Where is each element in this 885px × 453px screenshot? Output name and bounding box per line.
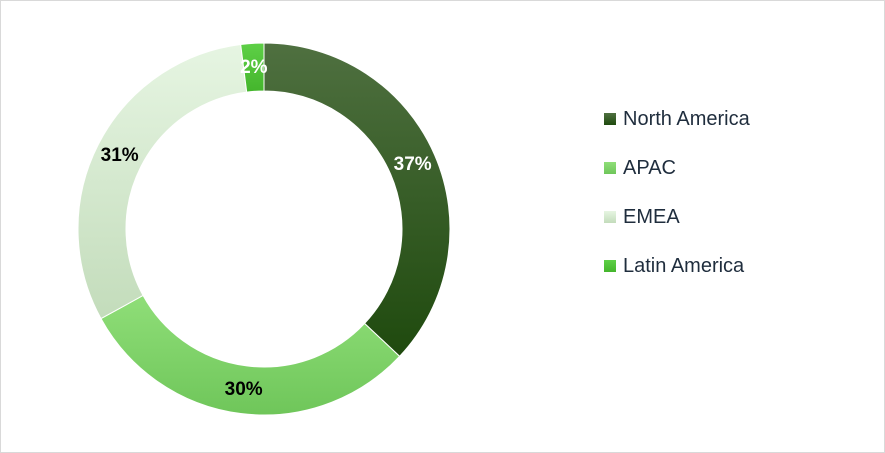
- donut-slice-latin-america: [240, 42, 265, 93]
- legend-swatch-apac: [604, 162, 616, 174]
- legend-swatch-north-america: [604, 113, 616, 125]
- legend-item-emea: EMEA: [604, 204, 750, 230]
- legend-swatch-latin-america: [604, 260, 616, 272]
- legend-label-north-america: North America: [623, 107, 750, 130]
- legend-swatch-emea: [604, 211, 616, 223]
- data-label-north-america: 37%: [394, 154, 432, 175]
- legend-label-emea: EMEA: [623, 205, 680, 228]
- legend-item-latin-america: Latin America: [604, 253, 750, 279]
- donut-slice-emea: [77, 43, 248, 320]
- data-label-apac: 30%: [225, 379, 263, 400]
- data-label-emea: 31%: [101, 145, 139, 166]
- data-label-latin-america: 2%: [240, 57, 268, 78]
- chart-legend: North America APAC EMEA Latin America: [604, 106, 750, 302]
- legend-item-apac: APAC: [604, 155, 750, 181]
- legend-label-apac: APAC: [623, 156, 676, 179]
- legend-item-north-america: North America: [604, 106, 750, 132]
- donut-slice-north-america: [263, 42, 451, 358]
- legend-label-latin-america: Latin America: [623, 254, 745, 277]
